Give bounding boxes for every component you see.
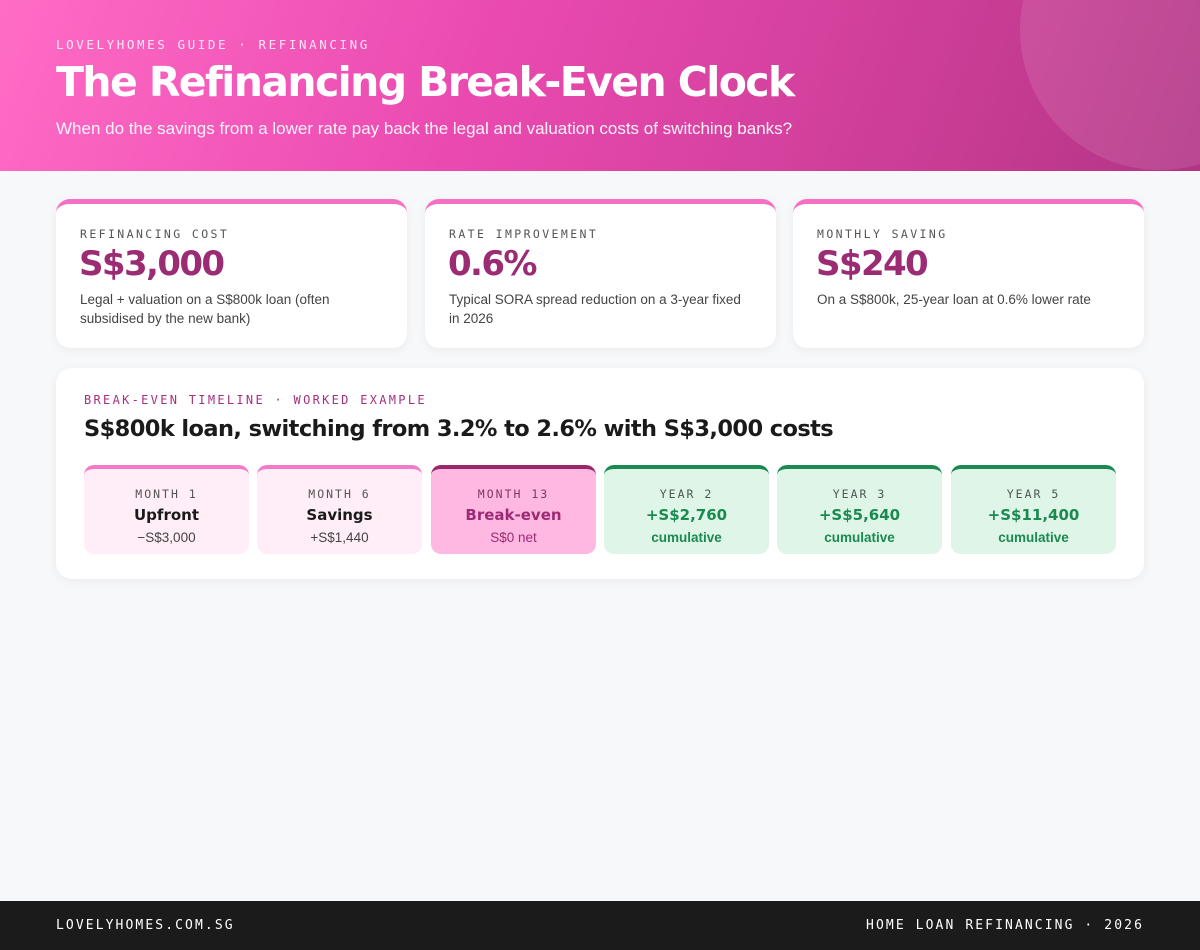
step-value: −S$3,000 [137, 530, 196, 545]
step-value: cumulative [651, 530, 722, 545]
step-title: +S$11,400 [987, 506, 1080, 524]
break-even-timeline: BREAK-EVEN TIMELINE · WORKED EXAMPLE S$8… [56, 368, 1144, 579]
timeline-steps: MONTH 1 Upfront −S$3,000 MONTH 6 Savings… [84, 465, 1116, 554]
step-title: +S$2,760 [645, 506, 728, 524]
page-footer: LOVELYHOMES.COM.SG HOME LOAN REFINANCING… [0, 901, 1200, 950]
step-title: +S$5,640 [818, 506, 901, 524]
step-value: cumulative [998, 530, 1069, 545]
step-value: S$0 net [490, 530, 537, 545]
stat-value: 0.6% [448, 244, 538, 284]
timeline-step-year-3: YEAR 3 +S$5,640 cumulative [777, 465, 942, 554]
step-title: Upfront [134, 506, 199, 524]
timeline-heading: S$800k loan, switching from 3.2% to 2.6%… [84, 416, 834, 442]
step-label: MONTH 1 [135, 487, 198, 501]
step-label: YEAR 5 [1006, 487, 1061, 501]
timeline-step-month-6: MONTH 6 Savings +S$1,440 [257, 465, 422, 554]
footer-site-url[interactable]: LOVELYHOMES.COM.SG [56, 918, 235, 933]
stat-value: S$240 [816, 244, 929, 284]
step-label: YEAR 3 [832, 487, 887, 501]
stat-label: MONTHLY SAVING [817, 227, 948, 241]
hero-banner: LOVELYHOMES GUIDE · REFINANCING The Refi… [0, 0, 1200, 171]
timeline-step-year-2: YEAR 2 +S$2,760 cumulative [604, 465, 769, 554]
header-kicker: LOVELYHOMES GUIDE · REFINANCING [56, 37, 370, 52]
stat-description: Typical SORA spread reduction on a 3-yea… [449, 292, 741, 326]
timeline-step-year-5: YEAR 5 +S$11,400 cumulative [951, 465, 1116, 554]
stat-label: RATE IMPROVEMENT [449, 227, 599, 241]
footer-topic: HOME LOAN REFINANCING · 2026 [866, 918, 1144, 933]
stat-description: On a S$800k, 25-year loan at 0.6% lower … [817, 292, 1091, 307]
stat-card-monthly-saving: MONTHLY SAVING S$240 On a S$800k, 25-yea… [793, 199, 1144, 348]
timeline-step-month-13: MONTH 13 Break-even S$0 net [431, 465, 596, 554]
step-label: YEAR 2 [659, 487, 714, 501]
timeline-kicker: BREAK-EVEN TIMELINE · WORKED EXAMPLE [84, 393, 427, 407]
stat-card-rate-improvement: RATE IMPROVEMENT 0.6% Typical SORA sprea… [425, 199, 776, 348]
decorative-circle [1020, 0, 1200, 170]
step-label: MONTH 13 [477, 487, 550, 501]
step-label: MONTH 6 [308, 487, 371, 501]
stat-description: Legal + valuation on a S$800k loan (ofte… [80, 292, 330, 326]
stat-label: REFINANCING COST [80, 227, 230, 241]
stat-card-refinancing-cost: REFINANCING COST S$3,000 Legal + valuati… [56, 199, 407, 348]
step-value: cumulative [824, 530, 895, 545]
step-title: Break-even [465, 506, 562, 524]
page-title: The Refinancing Break-Even Clock [56, 58, 795, 106]
timeline-step-month-1: MONTH 1 Upfront −S$3,000 [84, 465, 249, 554]
page-subtitle: When do the savings from a lower rate pa… [56, 119, 793, 138]
step-title: Savings [306, 506, 373, 524]
stat-value: S$3,000 [79, 244, 225, 284]
step-value: +S$1,440 [310, 530, 369, 545]
